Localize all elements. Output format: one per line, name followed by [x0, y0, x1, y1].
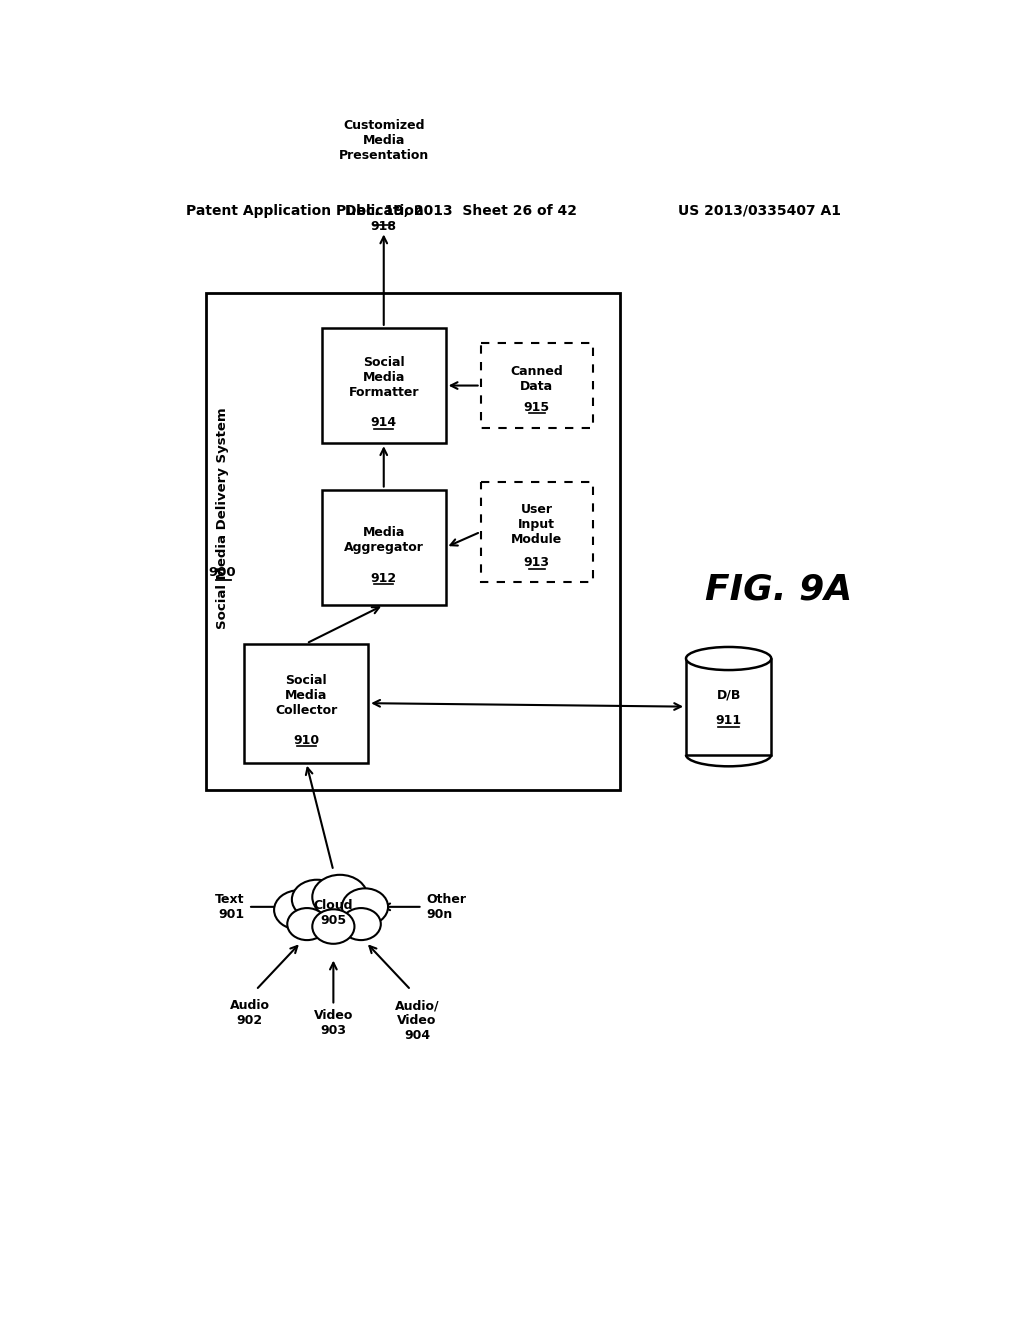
Text: 913: 913	[524, 556, 550, 569]
Text: Patent Application Publication: Patent Application Publication	[186, 203, 424, 218]
Text: US 2013/0335407 A1: US 2013/0335407 A1	[678, 203, 841, 218]
Ellipse shape	[274, 890, 325, 929]
Text: Other
90n: Other 90n	[426, 892, 466, 921]
Ellipse shape	[292, 879, 342, 919]
Text: 918: 918	[371, 220, 396, 234]
Bar	[245, 644, 369, 763]
Ellipse shape	[291, 891, 376, 935]
Bar	[686, 659, 771, 755]
Text: User
Input
Module: User Input Module	[511, 503, 562, 545]
Text: Cloud
905: Cloud 905	[313, 899, 353, 927]
Text: Audio/
Video
904: Audio/ Video 904	[395, 999, 439, 1043]
Bar	[206, 293, 621, 789]
Text: Social
Media
Formatter: Social Media Formatter	[348, 356, 419, 400]
Ellipse shape	[341, 908, 381, 940]
Text: 914: 914	[371, 416, 397, 429]
Text: FIG. 9A: FIG. 9A	[706, 573, 853, 607]
Ellipse shape	[288, 908, 327, 940]
Text: D/B: D/B	[717, 689, 740, 702]
Text: Media
Aggregator: Media Aggregator	[344, 525, 424, 553]
Text: 900: 900	[209, 566, 237, 578]
Bar	[322, 490, 445, 605]
Text: Audio
902: Audio 902	[229, 999, 269, 1027]
Text: 915: 915	[523, 400, 550, 413]
Text: 911: 911	[716, 714, 741, 727]
Bar	[322, 327, 445, 444]
Ellipse shape	[342, 888, 388, 925]
Text: Social
Media
Collector: Social Media Collector	[275, 675, 337, 717]
Text: Video
903: Video 903	[313, 1010, 353, 1038]
Ellipse shape	[312, 909, 354, 944]
Bar	[480, 343, 593, 428]
Text: 910: 910	[293, 734, 319, 747]
Bar	[480, 482, 593, 582]
Ellipse shape	[312, 875, 368, 919]
Text: Social Media Delivery System: Social Media Delivery System	[216, 408, 229, 630]
Text: Canned
Data: Canned Data	[510, 366, 563, 393]
Text: Customized
Media
Presentation: Customized Media Presentation	[339, 119, 429, 162]
Ellipse shape	[686, 647, 771, 671]
Text: 912: 912	[371, 572, 397, 585]
Text: Text
901: Text 901	[215, 892, 245, 921]
Text: Dec. 19, 2013  Sheet 26 of 42: Dec. 19, 2013 Sheet 26 of 42	[345, 203, 578, 218]
